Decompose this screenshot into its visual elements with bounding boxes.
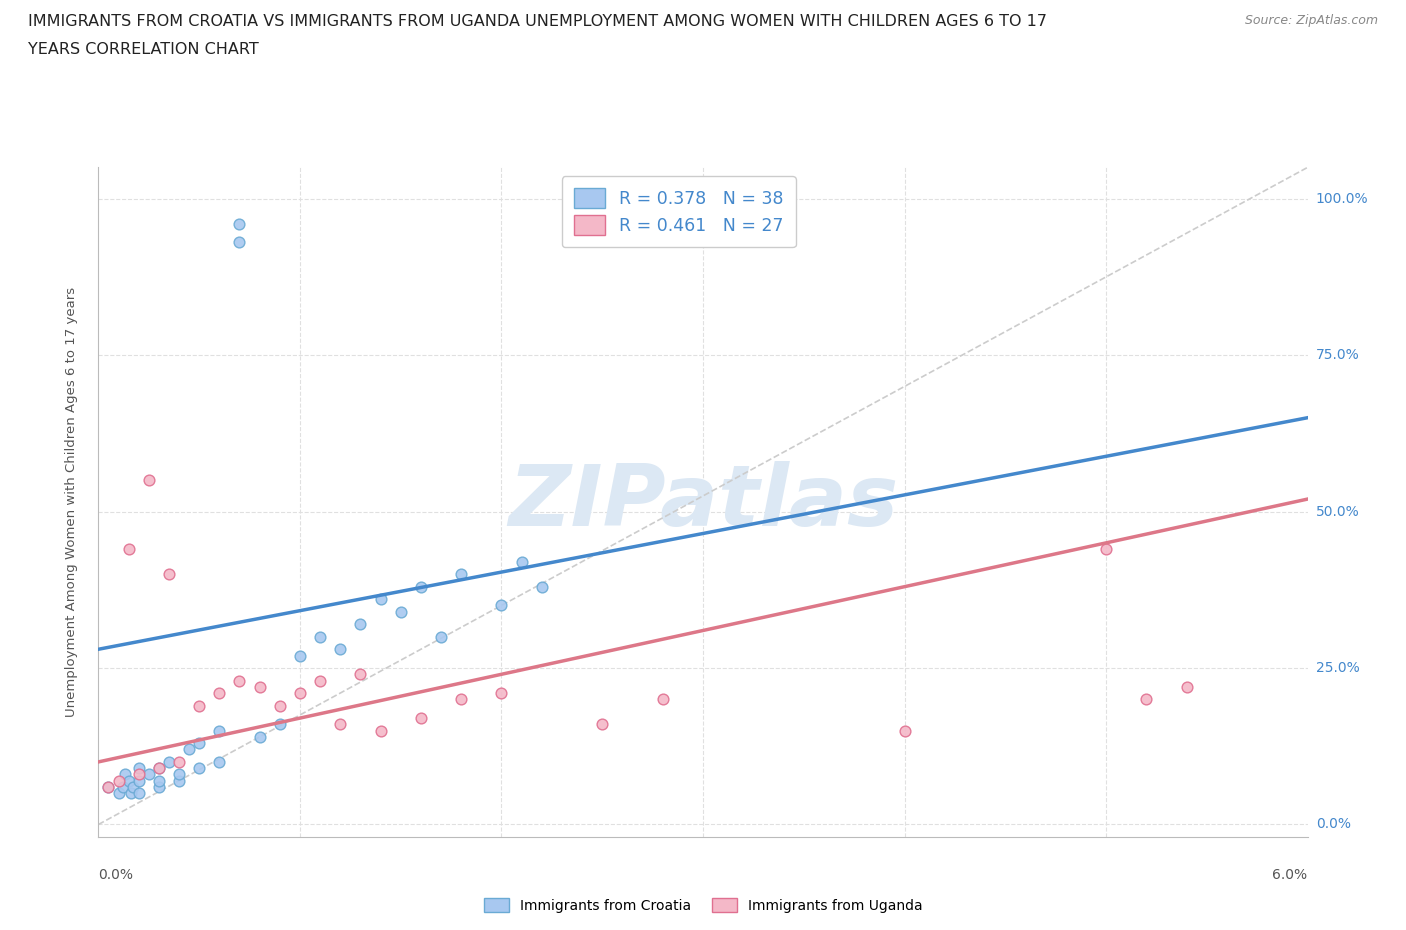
Point [329,642,352,657]
Point [309,673,332,688]
Point [208,754,231,769]
Point [370,724,392,738]
Point [128,761,150,776]
Point [228,673,250,688]
Point [107,773,129,788]
Point [591,717,613,732]
Point [450,692,472,707]
Point [288,685,311,700]
Point [450,566,472,581]
Point [128,773,150,788]
Point [491,598,513,613]
Point [188,761,211,776]
Point [1135,692,1157,707]
Point [309,630,332,644]
Point [188,698,211,713]
Point [349,667,371,682]
Text: IMMIGRANTS FROM CROATIA VS IMMIGRANTS FROM UGANDA UNEMPLOYMENT AMONG WOMEN WITH : IMMIGRANTS FROM CROATIA VS IMMIGRANTS FR… [28,14,1047,29]
Point [138,472,160,487]
Point [510,554,533,569]
Text: 50.0%: 50.0% [1316,505,1360,519]
Text: 25.0%: 25.0% [1316,661,1360,675]
Point [329,717,352,732]
Point [1095,541,1118,556]
Point [349,617,371,631]
Point [409,579,432,594]
Point [269,698,291,713]
Point [370,591,392,606]
Point [97,779,120,794]
Point [167,754,190,769]
Point [157,754,180,769]
Text: 0.0%: 0.0% [98,868,134,882]
Point [107,786,129,801]
Point [111,779,134,794]
Point [651,692,673,707]
Point [409,711,432,725]
Point [893,724,915,738]
Point [148,773,170,788]
Point [389,604,412,619]
Legend: R = 0.378   N = 38, R = 0.461   N = 27: R = 0.378 N = 38, R = 0.461 N = 27 [562,176,796,247]
Point [249,680,271,695]
Point [148,761,170,776]
Point [118,541,141,556]
Point [208,724,231,738]
Point [249,729,271,744]
Point [177,742,201,757]
Point [157,566,180,581]
Point [114,767,136,782]
Point [118,773,141,788]
Point [120,786,142,801]
Point [430,630,453,644]
Text: ZIPatlas: ZIPatlas [508,460,898,544]
Point [148,761,170,776]
Legend: Immigrants from Croatia, Immigrants from Uganda: Immigrants from Croatia, Immigrants from… [478,893,928,919]
Point [121,779,143,794]
Point [288,648,311,663]
Text: 0.0%: 0.0% [1316,817,1351,831]
Text: YEARS CORRELATION CHART: YEARS CORRELATION CHART [28,42,259,57]
Text: 100.0%: 100.0% [1316,192,1368,206]
Point [188,736,211,751]
Point [128,786,150,801]
Text: Source: ZipAtlas.com: Source: ZipAtlas.com [1244,14,1378,27]
Text: 6.0%: 6.0% [1272,868,1308,882]
Point [208,685,231,700]
Point [97,779,120,794]
Y-axis label: Unemployment Among Women with Children Ages 6 to 17 years: Unemployment Among Women with Children A… [65,287,77,717]
Point [167,767,190,782]
Point [167,773,190,788]
Point [269,717,291,732]
Point [1175,680,1198,695]
Point [228,217,250,232]
Point [530,579,553,594]
Point [228,235,250,250]
Point [138,767,160,782]
Point [148,779,170,794]
Point [128,767,150,782]
Text: 75.0%: 75.0% [1316,348,1360,362]
Point [491,685,513,700]
